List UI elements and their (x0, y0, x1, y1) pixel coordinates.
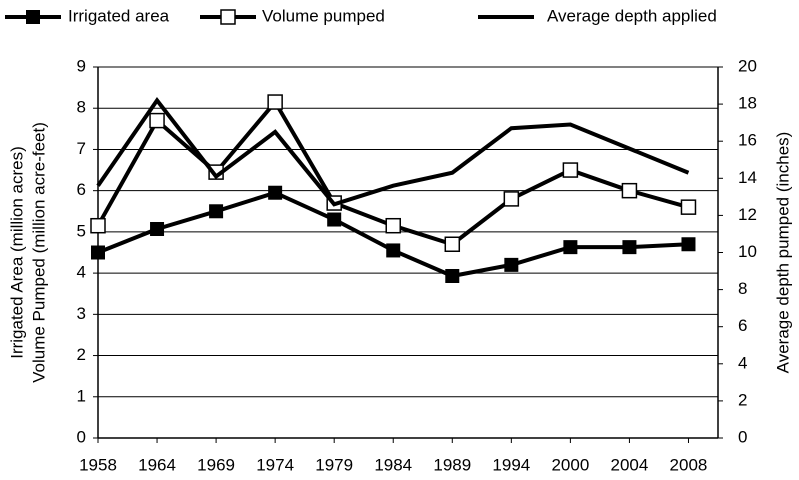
y-tick-label: 8 (77, 98, 86, 117)
series-line (97, 190, 689, 279)
y-tick-label: 0 (77, 427, 86, 446)
y2-tick-label: 0 (738, 427, 747, 446)
y-axis-label: Irrigated Area (million acres) (7, 146, 26, 359)
data-point (90, 217, 106, 234)
x-tick-label: 2008 (670, 455, 708, 474)
y-tick-label: 1 (77, 386, 86, 405)
x-tick-label: 1989 (433, 455, 471, 474)
y-tick-label: 4 (77, 263, 86, 282)
y-axis-label: Volume Pumped (million acre-feet) (29, 122, 48, 383)
data-point (621, 182, 638, 199)
x-tick-label: 1979 (315, 455, 353, 474)
data-point (680, 199, 697, 215)
data-point (385, 217, 401, 234)
data-point (444, 236, 461, 253)
y2-tick-label: 2 (738, 390, 747, 409)
y-tick-label: 7 (77, 139, 86, 158)
y2-axis-label: Average depth pumped (inches) (773, 132, 792, 374)
y2-tick-label: 14 (738, 168, 757, 187)
data-point (386, 243, 401, 258)
y-tick-label: 6 (77, 180, 86, 199)
data-point (267, 94, 283, 110)
x-tick-label: 2004 (611, 455, 649, 474)
data-point (268, 185, 283, 200)
x-tick-label: 2000 (551, 455, 589, 474)
y2-tick-label: 10 (738, 242, 757, 261)
legend-marker (26, 10, 40, 24)
data-point (504, 257, 519, 272)
y2-tick-label: 6 (738, 316, 747, 335)
y-tick-label: 5 (77, 221, 86, 240)
y-tick-label: 3 (77, 304, 86, 323)
data-point (681, 237, 696, 252)
x-tick-label: 1964 (138, 455, 176, 474)
x-tick-label: 1984 (374, 455, 412, 474)
y2-tick-label: 18 (738, 94, 757, 113)
x-tick-label: 1994 (492, 455, 530, 474)
legend-label: Irrigated area (68, 6, 170, 25)
x-tick-label: 1958 (79, 455, 117, 474)
series-line (96, 97, 690, 207)
y-tick-label: 2 (77, 345, 86, 364)
data-point (149, 112, 165, 129)
y2-tick-label: 20 (738, 56, 757, 75)
y2-tick-label: 8 (738, 279, 747, 298)
y2-tick-label: 12 (738, 205, 757, 224)
data-point (327, 212, 342, 227)
data-point (503, 191, 520, 207)
legend-label: Average depth applied (547, 6, 717, 25)
data-point (445, 268, 460, 283)
data-point (209, 204, 224, 219)
data-point (150, 222, 165, 237)
data-point (622, 240, 637, 255)
y2-tick-label: 16 (738, 131, 757, 150)
x-tick-label: 1969 (197, 455, 235, 474)
x-tick-label: 1974 (256, 455, 294, 474)
data-point (91, 245, 105, 260)
data-point (562, 162, 579, 178)
data-point (563, 240, 578, 255)
legend-label: Volume pumped (262, 6, 385, 25)
legend-marker (220, 9, 236, 25)
y-tick-label: 9 (77, 56, 86, 75)
y2-tick-label: 4 (738, 353, 747, 372)
